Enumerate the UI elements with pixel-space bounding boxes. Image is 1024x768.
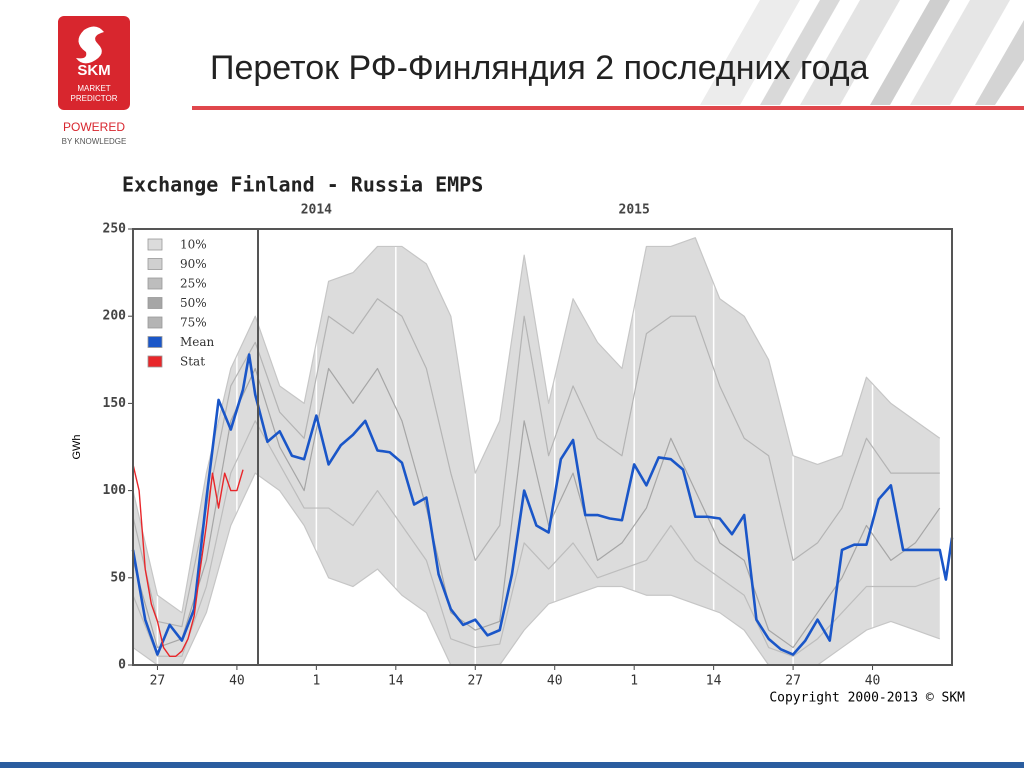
x-tick-label: 27 xyxy=(150,674,166,689)
logo-text: PREDICTOR xyxy=(71,94,118,103)
slogan: POWERED xyxy=(63,120,125,134)
y-axis-label: GWh xyxy=(71,434,83,459)
slide-title: Переток РФ-Финляндия 2 последних года xyxy=(210,49,869,87)
y-tick-label: 100 xyxy=(103,483,127,498)
footer-bar xyxy=(0,762,1024,768)
legend-swatch xyxy=(147,355,163,368)
y-tick-label: 200 xyxy=(103,309,127,324)
year-label: 2015 xyxy=(619,203,650,218)
year-label: 2014 xyxy=(301,203,332,218)
legend-label: 90% xyxy=(180,257,207,271)
y-tick-label: 150 xyxy=(103,396,127,411)
legend-label: 50% xyxy=(180,296,207,310)
x-tick-label: 14 xyxy=(388,674,404,689)
x-tick-label: 27 xyxy=(467,674,483,689)
percentile-line xyxy=(132,237,941,614)
logo xyxy=(58,16,130,110)
series-line xyxy=(131,353,954,656)
legend-swatch xyxy=(147,336,163,348)
legend-label: 75% xyxy=(180,316,207,330)
legend-label: Stat xyxy=(180,355,205,369)
y-tick-label: 50 xyxy=(110,570,126,585)
x-tick-label: 40 xyxy=(229,674,245,689)
legend-swatch xyxy=(147,316,163,329)
legend-swatch xyxy=(147,238,163,251)
percentile-line xyxy=(132,298,940,628)
percentile-band xyxy=(133,237,940,665)
x-tick-label: 40 xyxy=(865,674,881,689)
legend-swatch xyxy=(147,258,163,270)
percentile-line xyxy=(132,367,941,649)
y-tick-label: 0 xyxy=(118,658,126,673)
x-tick-label: 1 xyxy=(630,674,638,689)
plot-frame xyxy=(132,228,953,666)
slogan: BY KNOWLEDGE xyxy=(62,137,127,146)
chart-title: Exchange Finland - Russia EMPS xyxy=(122,173,483,197)
copyright: Copyright 2000-2013 © SKM xyxy=(769,691,965,706)
legend-label: 10% xyxy=(180,238,207,252)
legend-swatch xyxy=(147,277,163,290)
title-rule xyxy=(192,106,1024,110)
logo-text: MARKET xyxy=(77,84,110,93)
logo-brand: SKM xyxy=(77,62,110,79)
y-tick-label: 250 xyxy=(103,222,127,237)
legend-swatch xyxy=(147,297,163,309)
decor xyxy=(700,0,1024,105)
legend-label: Mean xyxy=(180,335,215,349)
logo-icon xyxy=(76,26,104,64)
x-tick-label: 14 xyxy=(706,674,722,689)
x-tick-label: 27 xyxy=(785,674,801,689)
x-tick-label: 1 xyxy=(312,674,320,689)
series-line xyxy=(132,464,244,657)
x-tick-label: 40 xyxy=(547,674,563,689)
legend-label: 25% xyxy=(180,277,207,291)
